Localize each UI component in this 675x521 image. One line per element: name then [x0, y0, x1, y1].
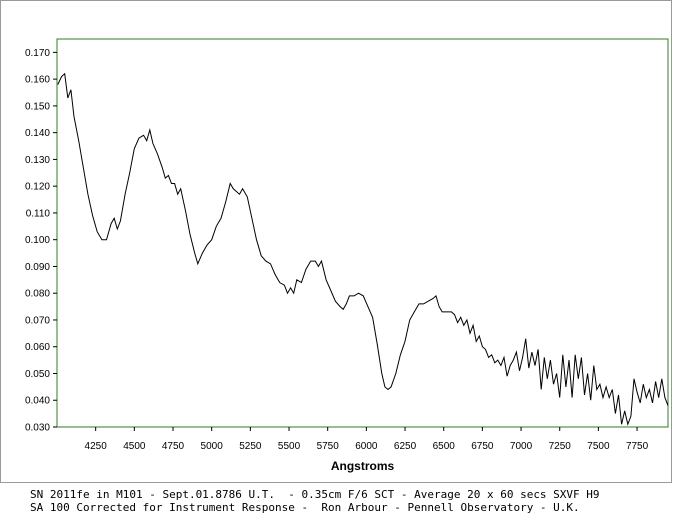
x-tick-label: 4250	[85, 441, 108, 452]
caption-line-2: SA 100 Corrected for Instrument Response…	[30, 501, 580, 514]
x-tick-label: 5500	[278, 441, 301, 452]
y-tick-label: 0.040	[25, 396, 50, 407]
x-tick-label: 4750	[162, 441, 185, 452]
x-tick-label: 5250	[239, 441, 262, 452]
x-tick-label: 5750	[317, 441, 340, 452]
x-tick-label: 6250	[394, 441, 417, 452]
y-tick-label: 0.170	[25, 48, 50, 59]
x-tick-label: 7750	[626, 441, 649, 452]
y-tick-label: 0.130	[25, 155, 50, 166]
y-tick-label: 0.090	[25, 262, 50, 273]
y-tick-label: 0.050	[25, 369, 50, 380]
y-tick-label: 0.080	[25, 289, 50, 300]
caption-line-1: SN 2011fe in M101 - Sept.01.8786 U.T. - …	[30, 488, 600, 501]
y-tick-label: 0.140	[25, 128, 50, 139]
x-tick-label: 7000	[510, 441, 533, 452]
y-tick-label: 0.150	[25, 101, 50, 112]
spectrum-chart: 0.030 0.040 0.050 0.060 0.070 0.080 0.090 0.100…	[25, 38, 669, 473]
y-tick-label: 0.070	[25, 315, 50, 326]
y-tick-label: 0.100	[25, 235, 50, 246]
y-tick-label: 0.110	[26, 208, 51, 219]
x-tick-label: 6500	[433, 441, 456, 452]
y-tick-label: 0.060	[25, 342, 50, 353]
y-tick-label: 0.120	[25, 182, 50, 193]
spectrum-line	[57, 72, 669, 426]
x-tick-label: 5000	[201, 441, 224, 452]
y-axis: 0.030 0.040 0.050 0.060 0.070 0.080 0.090 0.100…	[25, 48, 57, 434]
x-tick-label: 6750	[471, 441, 494, 452]
y-tick-label: 0.160	[25, 75, 50, 86]
x-tick-label: 7250	[549, 441, 572, 452]
x-axis: 4250 4500 4750 5000 5250 5500 5750 6000 6250 6500…	[85, 427, 649, 452]
x-tick-label: 4500	[123, 441, 146, 452]
plot-area	[56, 38, 669, 428]
y-tick-label: 0.030	[25, 423, 50, 434]
x-tick-label: 7500	[587, 441, 610, 452]
x-axis-title: Angstroms	[331, 459, 395, 473]
x-tick-label: 6000	[355, 441, 378, 452]
